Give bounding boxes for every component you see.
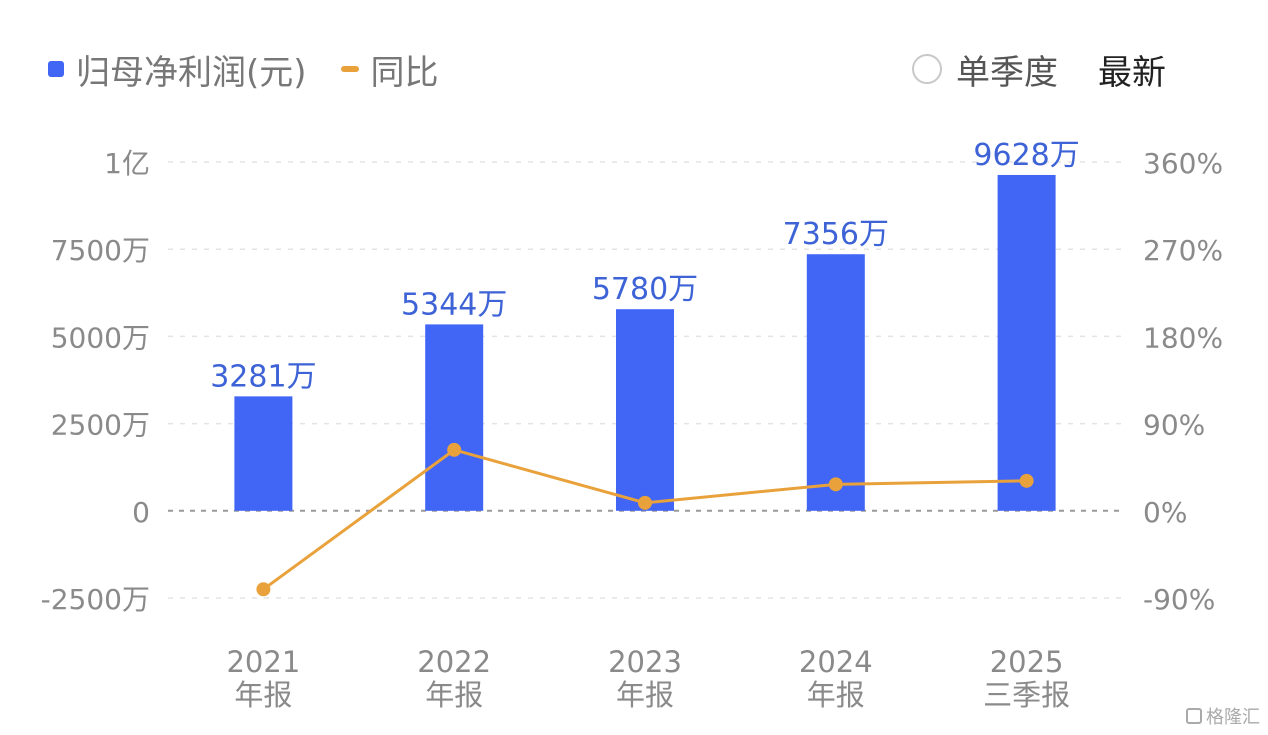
yoy-point: [256, 582, 271, 597]
y-left-tick-label: 2500万: [51, 409, 150, 442]
yoy-point: [1019, 473, 1034, 488]
bar: [425, 324, 484, 511]
quarterly-radio-icon[interactable]: [912, 54, 942, 84]
y-right-tick-label: 90%: [1143, 409, 1205, 442]
bar-swatch-icon: [48, 61, 64, 77]
quarterly-option[interactable]: 单季度: [956, 52, 1058, 93]
bar-value-label: 3281万: [210, 359, 316, 394]
yoy-point: [638, 495, 652, 510]
y-left-tick-label: 1亿: [104, 147, 150, 180]
y-right-tick-label: -90%: [1143, 583, 1215, 616]
legend: 归母净利润(元) 同比: [48, 44, 473, 94]
x-tick-label-period: 年报: [425, 678, 483, 712]
bar-value-label: 9628万: [973, 138, 1079, 173]
yoy-point: [447, 442, 462, 457]
x-tick-label-year: 2022: [417, 645, 491, 679]
bar: [616, 309, 674, 511]
legend-item-yoy[interactable]: 同比: [340, 45, 439, 94]
x-tick-label-period: 年报: [616, 678, 674, 712]
x-tick-label-year: 2024: [799, 645, 873, 679]
x-tick-label-year: 2025: [990, 645, 1064, 679]
bar-value-label: 7356万: [783, 217, 889, 252]
x-tick-label-period: 年报: [807, 678, 865, 712]
bar: [806, 254, 865, 511]
line-swatch-icon: [340, 66, 359, 72]
bar: [997, 174, 1056, 511]
yoy-point: [828, 477, 843, 492]
latest-option[interactable]: 最新: [1098, 52, 1166, 93]
y-left-tick-label: 5000万: [51, 321, 150, 354]
watermark-logo-icon: [1186, 708, 1202, 724]
y-left-tick-label: 0: [132, 496, 150, 529]
legend-label-net-profit: 归母净利润(元): [76, 52, 307, 93]
y-left-tick-label: 7500万: [51, 234, 150, 267]
bar-value-label: 5344万: [401, 287, 507, 322]
x-tick-label-period: 年报: [234, 678, 292, 712]
y-right-tick-label: 360%: [1143, 147, 1223, 180]
legend-label-yoy: 同比: [370, 52, 439, 93]
watermark: 格隆汇: [1186, 703, 1260, 729]
legend-item-net-profit[interactable]: 归母净利润(元): [48, 45, 307, 94]
y-left-tick-label: -2500万: [41, 583, 150, 616]
bar-value-label: 5780万: [592, 272, 698, 307]
x-tick-label-year: 2021: [226, 645, 300, 679]
y-right-tick-label: 180%: [1143, 321, 1223, 354]
y-right-tick-label: 0%: [1143, 496, 1187, 529]
watermark-text: 格隆汇: [1206, 707, 1260, 728]
x-tick-label-period: 三季报: [983, 678, 1070, 712]
period-controls: 单季度 最新: [912, 44, 1166, 94]
x-tick-label-year: 2023: [608, 645, 682, 679]
y-right-tick-label: 270%: [1143, 234, 1223, 267]
bar: [234, 396, 293, 511]
